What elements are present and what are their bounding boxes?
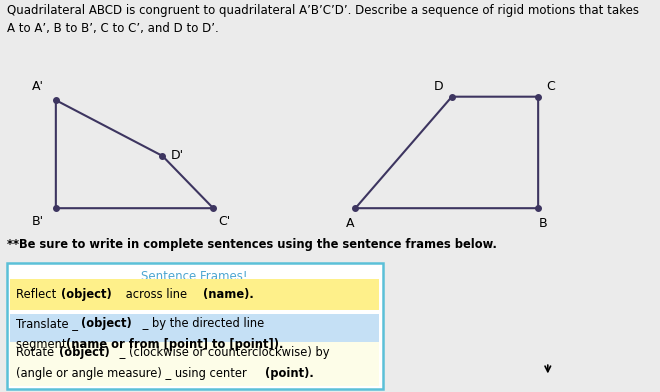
- Text: (point).: (point).: [265, 367, 314, 381]
- Text: (name or from [point] to [point]).: (name or from [point] to [point]).: [66, 338, 283, 352]
- Text: Translate _: Translate _: [16, 317, 82, 330]
- Text: (object): (object): [81, 317, 132, 330]
- Text: _ (clockwise or counterclockwise) by: _ (clockwise or counterclockwise) by: [115, 346, 329, 359]
- Text: B': B': [32, 215, 44, 228]
- Text: D': D': [170, 149, 183, 162]
- Text: Sentence Frames!: Sentence Frames!: [141, 270, 248, 283]
- Text: _ by the directed line: _ by the directed line: [139, 317, 264, 330]
- Text: C: C: [546, 80, 555, 93]
- Text: (object): (object): [59, 346, 110, 359]
- Text: (object): (object): [61, 288, 112, 301]
- Text: (angle or angle measure) _ using center: (angle or angle measure) _ using center: [16, 367, 255, 381]
- Text: B: B: [539, 216, 548, 230]
- Text: Quadrilateral ABCD is congruent to quadrilateral A’B’C’D’. Describe a sequence o: Quadrilateral ABCD is congruent to quadr…: [7, 4, 639, 35]
- Text: C': C': [218, 215, 230, 228]
- Text: D: D: [434, 80, 444, 93]
- Text: segment: segment: [16, 338, 71, 352]
- Text: across line: across line: [122, 288, 191, 301]
- Text: (name).: (name).: [203, 288, 254, 301]
- Text: Reflect: Reflect: [16, 288, 60, 301]
- Text: Rotate: Rotate: [16, 346, 62, 359]
- FancyBboxPatch shape: [10, 342, 379, 386]
- Text: A': A': [32, 80, 44, 93]
- FancyBboxPatch shape: [7, 263, 383, 389]
- Text: **Be sure to write in complete sentences using the sentence frames below.: **Be sure to write in complete sentences…: [7, 238, 496, 251]
- FancyBboxPatch shape: [10, 279, 379, 310]
- FancyBboxPatch shape: [10, 314, 379, 354]
- Text: A: A: [346, 216, 354, 230]
